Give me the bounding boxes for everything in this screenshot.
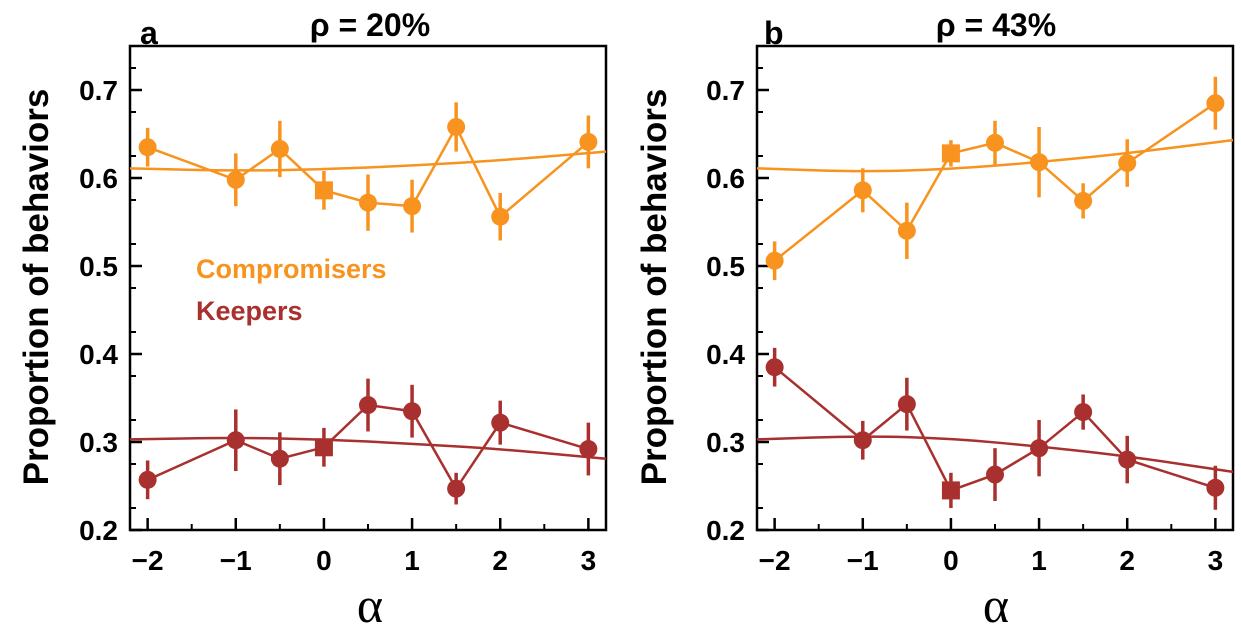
x-axis-label-b: α (983, 577, 1009, 630)
y-tick-label-b-2: 0.4 (706, 339, 745, 370)
data-point-compromisers-b (897, 221, 916, 240)
fit-curve-compromisers-b (756, 138, 1234, 173)
x-tick-label-b-5: 3 (1208, 545, 1224, 576)
data-point-keepers-a (491, 413, 510, 432)
data-point-keepers-b (1030, 439, 1049, 458)
data-point-keepers-b (897, 395, 916, 414)
legend-keepers: Keepers (196, 296, 303, 326)
y-tick-label-a-5: 0.7 (79, 75, 118, 106)
x-tick-label-a-5: 3 (581, 545, 597, 576)
data-point-square-keepers-b (941, 481, 960, 500)
x-tick-label-a-2: 0 (316, 545, 332, 576)
x-tick-label-b-0: −2 (759, 545, 791, 576)
x-tick-label-b-1: −1 (847, 545, 879, 576)
x-tick-label-b-4: 2 (1119, 545, 1135, 576)
y-axis-label-b: Proportion of behaviors (635, 89, 674, 486)
x-tick-label-b-2: 0 (943, 545, 959, 576)
data-point-keepers-b (1118, 450, 1137, 469)
data-point-keepers-a (447, 479, 466, 498)
data-point-compromisers-b (1206, 94, 1225, 113)
data-point-square-compromisers-a (314, 181, 333, 200)
data-point-keepers-a (138, 470, 157, 489)
data-point-compromisers-b (1030, 153, 1049, 172)
data-point-keepers-b (1074, 403, 1093, 422)
panel-a: a ρ = 20% α Proportion of behaviors Comp… (17, 7, 608, 633)
data-point-compromisers-a (403, 197, 422, 216)
panel-label-b: b (764, 15, 784, 51)
data-point-keepers-b (986, 465, 1004, 484)
y-tick-label-b-4: 0.6 (706, 163, 745, 194)
data-point-compromisers-b (765, 251, 784, 270)
y-tick-label-a-3: 0.5 (79, 251, 118, 282)
plot-frame-a (128, 44, 608, 532)
y-tick-label-a-2: 0.4 (79, 339, 118, 370)
data-point-compromisers-a (447, 117, 466, 136)
data-point-compromisers-a (270, 139, 289, 158)
legend-compromisers: Compromisers (196, 254, 387, 284)
panel-title-b: ρ = 43% (936, 7, 1056, 43)
data-point-compromisers-a (226, 170, 245, 189)
data-point-compromisers-a (138, 138, 157, 157)
data-point-compromisers-a (359, 193, 377, 212)
fit-curve-keepers-a (129, 436, 607, 460)
x-tick-label-a-3: 1 (404, 545, 420, 576)
data-point-compromisers-b (853, 181, 872, 200)
data-point-keepers-a (359, 396, 377, 415)
data-point-square-keepers-a (314, 438, 333, 457)
y-tick-label-a-4: 0.6 (79, 163, 118, 194)
x-axis-label-a: α (357, 577, 383, 630)
data-point-square-compromisers-b (941, 144, 960, 163)
x-tick-label-a-4: 2 (492, 545, 508, 576)
panel-label-a: a (140, 15, 158, 51)
data-point-keepers-a (403, 402, 422, 421)
data-point-compromisers-b (1118, 154, 1137, 173)
y-axis-label-a: Proportion of behaviors (17, 89, 56, 486)
data-point-keepers-b (1206, 478, 1225, 497)
y-tick-label-b-1: 0.3 (706, 427, 745, 458)
data-point-compromisers-b (1074, 191, 1093, 210)
x-tick-label-a-0: −2 (132, 545, 164, 576)
data-point-keepers-a (226, 431, 245, 450)
data-point-keepers-a (579, 440, 598, 459)
y-tick-label-a-1: 0.3 (79, 427, 118, 458)
y-tick-label-a-0: 0.2 (79, 515, 118, 546)
data-point-compromisers-a (491, 207, 510, 226)
data-point-compromisers-a (579, 132, 598, 151)
panel-b: b ρ = 43% α Proportion of behaviors 0.2 0… (635, 7, 1235, 633)
data-point-keepers-a (270, 449, 289, 468)
y-tick-label-b-5: 0.7 (706, 75, 745, 106)
panel-title-a: ρ = 20% (310, 7, 430, 43)
x-tick-label-a-1: −1 (220, 545, 252, 576)
data-point-compromisers-b (986, 133, 1004, 152)
data-point-keepers-b (765, 358, 784, 377)
fit-curve-compromisers-a (129, 150, 607, 172)
x-tick-label-b-3: 1 (1031, 545, 1047, 576)
fit-curve-keepers-b (756, 435, 1234, 474)
y-tick-label-b-3: 0.5 (706, 251, 745, 282)
y-tick-label-b-0: 0.2 (706, 515, 745, 546)
data-point-keepers-b (853, 431, 872, 450)
